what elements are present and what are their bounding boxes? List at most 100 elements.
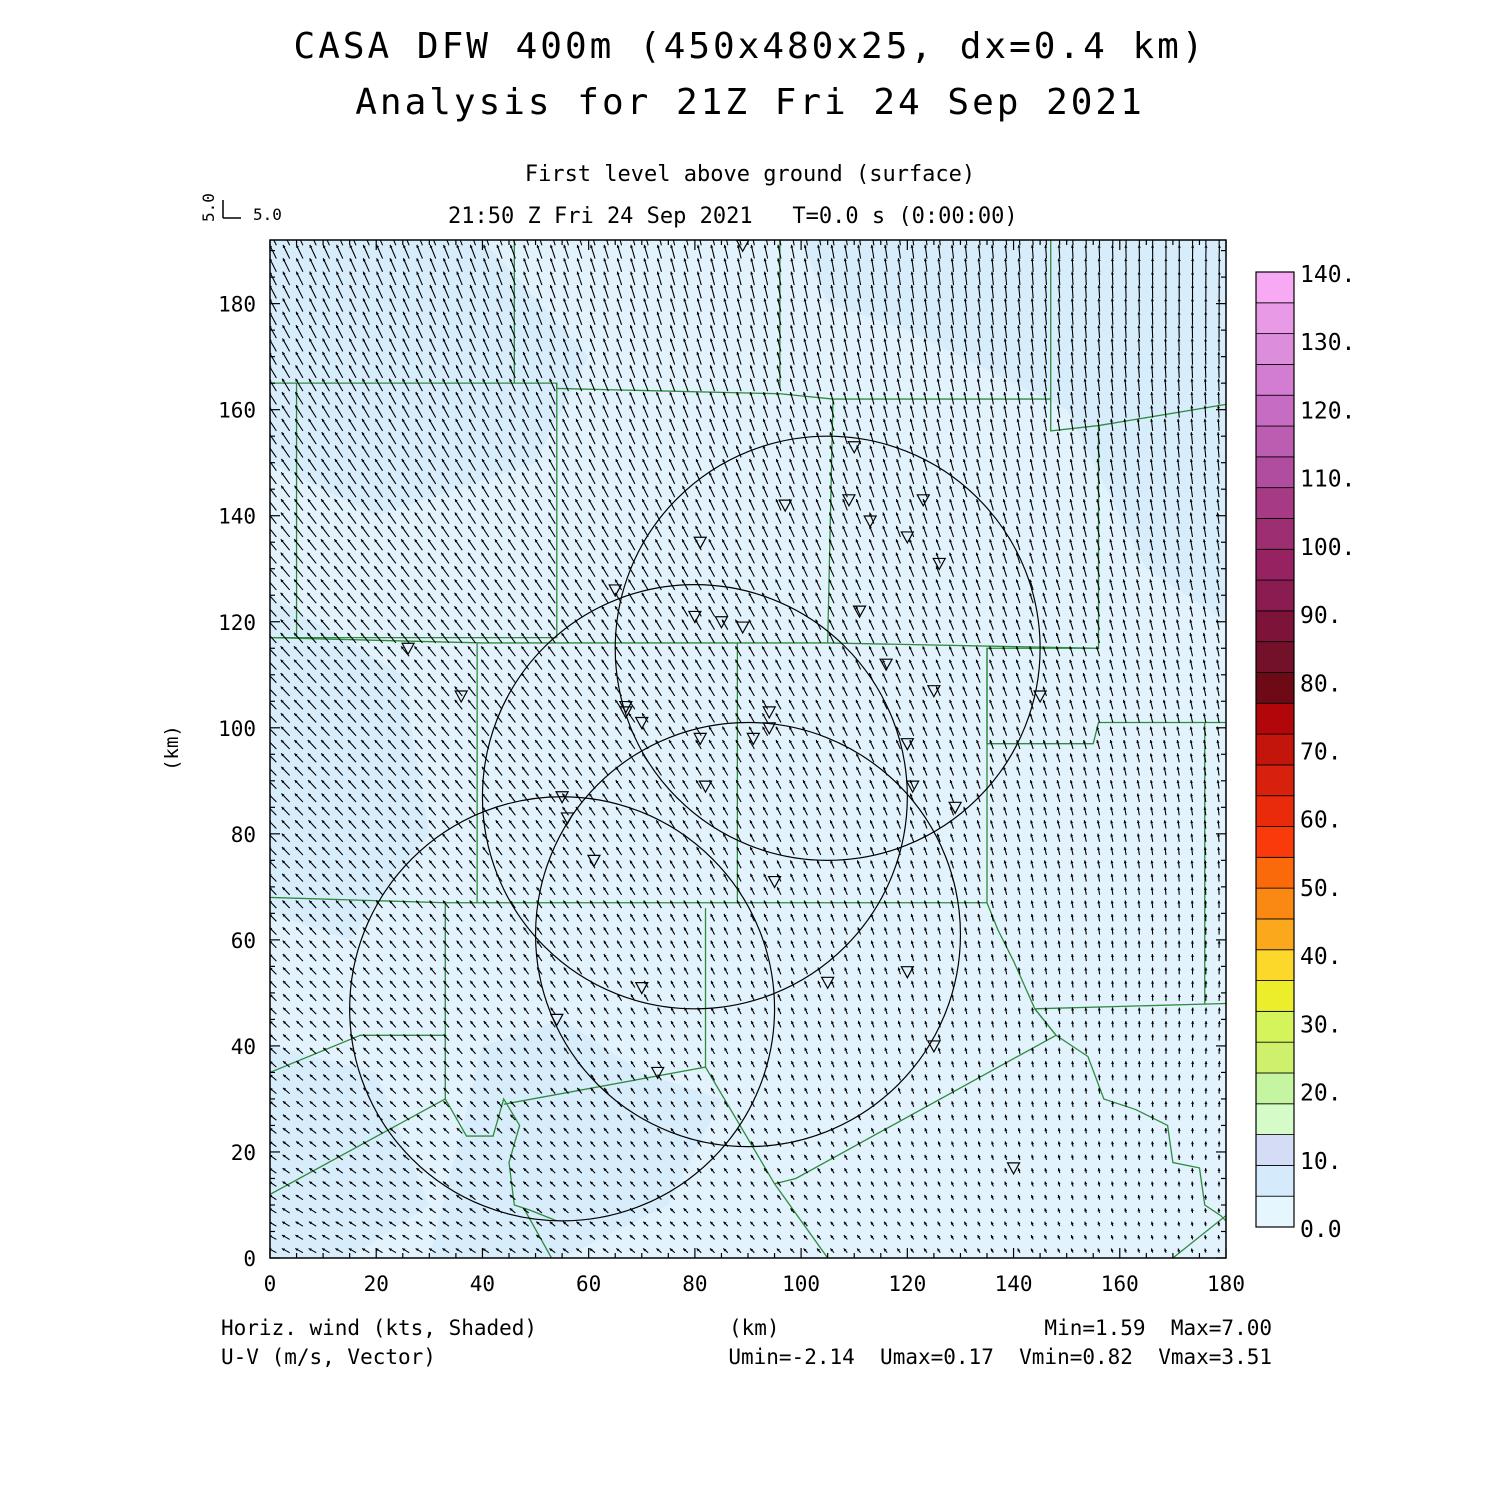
wind-vector <box>281 1207 290 1214</box>
wind-vector <box>321 793 330 803</box>
wind-vector <box>293 538 304 551</box>
wind-vector <box>294 405 304 418</box>
wind-vector <box>280 525 291 538</box>
wind-vector <box>293 552 304 564</box>
wind-vector <box>296 1087 304 1095</box>
wind-vector <box>282 953 291 962</box>
wind-vector <box>308 913 317 922</box>
wind-vector <box>282 1181 290 1187</box>
wind-vector <box>321 1247 330 1254</box>
wind-vector <box>333 592 344 604</box>
wind-vector <box>321 806 330 816</box>
wind-vector <box>306 632 317 644</box>
wind-vector <box>309 1167 317 1174</box>
wind-vector <box>296 1060 304 1068</box>
wind-vector <box>320 752 330 763</box>
wind-vector <box>307 779 317 790</box>
wind-vector <box>320 766 330 776</box>
wind-vector <box>293 739 304 750</box>
wind-vector <box>333 686 344 697</box>
wind-vector <box>335 860 344 869</box>
wind-vector <box>333 659 344 670</box>
wind-vector <box>322 926 330 935</box>
wind-vector <box>333 619 344 631</box>
wind-vector <box>281 833 291 843</box>
wind-vector <box>281 365 291 379</box>
wind-vector <box>308 1207 317 1214</box>
wind-vector <box>336 1100 344 1108</box>
wind-vector <box>307 472 317 485</box>
wind-vector <box>294 445 304 458</box>
wind-vector <box>320 525 330 538</box>
wind-vector <box>322 1100 330 1108</box>
county-line <box>270 1034 446 1074</box>
wind-vector <box>308 860 317 869</box>
wind-vector <box>281 819 291 829</box>
wind-vector <box>320 712 330 723</box>
county-line <box>1172 1215 1226 1258</box>
wind-vector <box>307 752 317 763</box>
wind-vector <box>308 873 317 882</box>
wind-vector <box>295 913 304 922</box>
wind-vector <box>322 913 330 922</box>
wind-vector <box>295 1207 304 1214</box>
wind-vector <box>322 900 330 909</box>
wind-vector <box>281 391 291 405</box>
wind-vector <box>309 244 317 259</box>
wind-vector <box>282 980 291 988</box>
county-line <box>986 902 1226 1222</box>
wind-vector <box>282 298 291 312</box>
wind-vector <box>280 565 291 578</box>
wind-vector <box>282 1127 290 1134</box>
wind-vector <box>306 672 317 684</box>
radar-range-ring <box>349 796 776 1222</box>
wind-vector <box>294 391 304 405</box>
wind-vector <box>335 886 344 896</box>
wind-vector <box>281 378 291 392</box>
wind-vector <box>280 645 291 657</box>
wind-vector <box>321 779 330 790</box>
wind-vector <box>322 1194 330 1201</box>
wind-vector <box>295 324 304 339</box>
wind-vector <box>293 579 304 591</box>
wind-vector <box>309 1007 317 1015</box>
wind-vector <box>309 1100 317 1108</box>
wind-vector <box>281 873 291 882</box>
wind-vector <box>282 913 291 922</box>
wind-vector <box>281 886 291 896</box>
wind-vector <box>322 1047 330 1055</box>
wind-vector <box>282 1194 290 1201</box>
wind-vector <box>309 993 317 1002</box>
wind-vector <box>335 1234 344 1240</box>
wind-vector <box>309 1140 317 1148</box>
time-subtitle: 21:50 Z Fri 24 Sep 2021 T=0.0 s (0:00:00… <box>448 204 1018 229</box>
wind-vector <box>281 351 291 365</box>
wind-vector <box>334 833 344 843</box>
wind-vector <box>320 538 330 551</box>
wind-vector <box>333 525 344 538</box>
wind-vector <box>296 1074 304 1081</box>
wind-vector <box>320 686 330 697</box>
wind-vector <box>322 1181 330 1187</box>
wind-vector <box>334 418 344 432</box>
wind-vector <box>308 351 317 365</box>
wind-vector <box>294 498 304 511</box>
wind-vector <box>309 1020 317 1028</box>
wind-vector <box>334 779 344 790</box>
wind-vector <box>295 271 304 286</box>
wind-vector <box>295 1154 304 1161</box>
wind-vector <box>322 298 330 312</box>
wind-vector <box>295 993 304 1002</box>
wind-vector <box>307 525 317 538</box>
wind-vector <box>322 258 330 273</box>
wind-vector <box>308 886 317 896</box>
county-line <box>444 902 558 1222</box>
wind-vector <box>309 1060 317 1068</box>
wind-vector <box>307 552 317 564</box>
wind-vector <box>299 240 304 246</box>
wind-vector <box>280 512 291 524</box>
wind-vector <box>320 472 330 485</box>
wind-vector <box>281 445 291 458</box>
wind-vector <box>335 953 344 962</box>
wind-vector <box>280 779 291 790</box>
